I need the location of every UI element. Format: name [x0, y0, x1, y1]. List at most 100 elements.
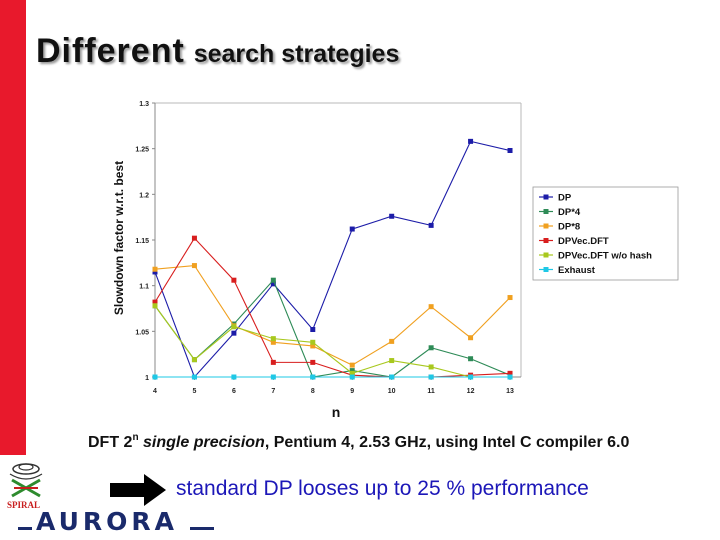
- title-sub: search strategies: [193, 40, 400, 68]
- data-point: [152, 269, 158, 275]
- x-tick-label: 11: [427, 388, 435, 395]
- data-point: [191, 374, 197, 380]
- data-point: [507, 374, 513, 380]
- legend-label: DPVec.DFT w/o hash: [558, 251, 652, 262]
- y-tick-label: 1.25: [135, 147, 149, 154]
- series-line: [154, 264, 511, 366]
- data-point: [231, 277, 237, 283]
- data-point: [191, 235, 197, 241]
- data-point: [468, 356, 474, 362]
- caption-italic: single precision: [143, 434, 265, 451]
- data-point: [152, 299, 158, 305]
- experiment-caption: DFT 2n single precision, Pentium 4, 2.53…: [88, 432, 629, 452]
- data-point: [231, 330, 237, 336]
- y-tick-label: 1.1: [139, 284, 149, 291]
- legend-label: Exhaust: [558, 265, 596, 276]
- data-point: [270, 339, 276, 345]
- data-point: [468, 138, 474, 144]
- data-point: [270, 374, 276, 380]
- data-point: [349, 374, 355, 380]
- data-point: [507, 147, 513, 153]
- x-tick-label: 13: [506, 388, 514, 395]
- caption-rest: , Pentium 4, 2.53 GHz, using Intel C com…: [264, 434, 630, 451]
- legend-swatch-marker: [543, 209, 549, 214]
- data-point: [231, 324, 237, 330]
- data-point: [428, 304, 434, 310]
- data-point: [191, 263, 197, 269]
- data-point: [152, 303, 158, 309]
- data-point: [310, 327, 316, 333]
- caption-prefix: DFT 2: [88, 434, 133, 451]
- data-point: [428, 364, 434, 370]
- series-line: [154, 237, 511, 378]
- data-point: [270, 277, 276, 283]
- x-tick-label: 9: [350, 388, 354, 395]
- data-point: [428, 374, 434, 380]
- data-point: [310, 359, 316, 365]
- x-tick-label: 6: [232, 388, 236, 395]
- x-tick-label: 10: [388, 388, 396, 395]
- data-point: [507, 370, 513, 376]
- caption-exponent: n: [132, 432, 139, 443]
- data-point: [349, 362, 355, 368]
- data-point: [507, 295, 513, 301]
- x-tick-label: 5: [192, 388, 196, 395]
- series-line: [154, 305, 511, 378]
- data-point: [468, 335, 474, 341]
- data-point: [191, 357, 197, 363]
- data-point: [152, 266, 158, 272]
- data-point: [270, 359, 276, 365]
- legend-swatch-marker: [543, 223, 549, 229]
- data-point: [428, 222, 434, 228]
- data-point: [270, 336, 276, 342]
- legend-swatch-marker: [543, 238, 549, 243]
- y-tick-label: 1.2: [139, 192, 149, 199]
- series-line: [154, 140, 511, 379]
- data-point: [389, 358, 395, 364]
- data-point: [310, 343, 316, 349]
- legend-swatch-marker: [543, 194, 549, 200]
- x-tick-label: 12: [467, 388, 475, 395]
- data-point: [349, 226, 355, 232]
- x-axis-title: n: [332, 404, 341, 420]
- accent-bar: [0, 0, 26, 455]
- spiral-logo-icon: SPIRAL: [7, 463, 43, 510]
- legend-swatch-marker: [543, 267, 549, 272]
- chart-canvas: 1 1.05 1.1 1.15 1.2 1.25 1.3 4 5 6 7 8 9 10 11 12 13 n Slo…: [112, 101, 679, 420]
- legend-swatch-marker: [543, 252, 549, 258]
- legend-label: DPVec.DFT: [558, 236, 609, 247]
- legend-box: [532, 186, 679, 281]
- data-point: [349, 368, 355, 374]
- data-point: [389, 374, 395, 380]
- conclusion-text: standard DP looses up to 25 % performanc…: [176, 477, 589, 500]
- data-point: [152, 374, 158, 380]
- emblem-text: SPIRAL: [7, 500, 40, 510]
- y-tick-label: 1.3: [139, 101, 149, 108]
- data-point: [270, 281, 276, 287]
- slide-title: Different search strategies: [36, 32, 399, 71]
- x-tick-label: 7: [271, 388, 275, 395]
- data-point: [231, 374, 237, 380]
- y-tick-label: 1.05: [135, 329, 149, 336]
- data-point: [310, 339, 316, 345]
- title-main: Different: [36, 32, 185, 70]
- data-point: [428, 345, 434, 351]
- legend-label: DP*8: [558, 222, 580, 233]
- x-tick-label: 4: [153, 388, 157, 395]
- data-point: [389, 213, 395, 219]
- data-point: [468, 374, 474, 380]
- data-point: [389, 338, 395, 344]
- legend-label: DP: [558, 193, 572, 204]
- x-tick-label: 8: [311, 388, 315, 395]
- y-axis-title: Slowdown factor w.r.t. best: [112, 161, 126, 315]
- legend-label: DP*4: [558, 207, 581, 218]
- aurora-logo-icon: AURORA: [18, 508, 214, 534]
- data-point: [310, 374, 316, 380]
- y-tick-label: 1.15: [135, 238, 149, 245]
- y-tick-label: 1: [145, 375, 149, 382]
- data-point: [349, 370, 355, 376]
- slowdown-chart: 1 1.05 1.1 1.15 1.2 1.25 1.3 4 5 6 7 8 9 10 11 12 13 n Slo…: [100, 90, 690, 420]
- series-line: [154, 279, 511, 378]
- right-arrow-icon: [110, 474, 166, 506]
- aurora-logo-text: AURORA: [36, 508, 178, 534]
